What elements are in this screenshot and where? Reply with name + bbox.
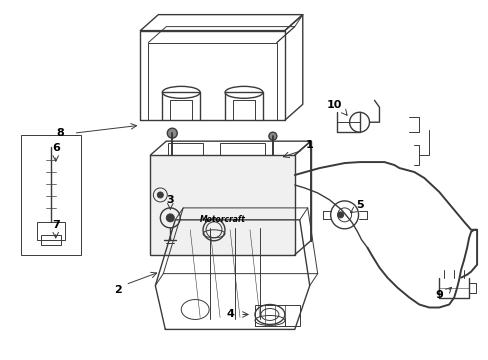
Bar	[254, 305, 299, 327]
Bar	[220, 143, 264, 155]
Text: 10: 10	[326, 100, 342, 110]
Text: 5: 5	[355, 200, 363, 210]
Text: 7: 7	[52, 220, 60, 230]
Bar	[37, 222, 64, 240]
Circle shape	[268, 132, 276, 140]
Circle shape	[157, 192, 163, 198]
Bar	[21, 135, 81, 255]
Text: 8: 8	[57, 128, 64, 138]
Text: Motorcraft: Motorcraft	[199, 215, 245, 224]
Circle shape	[166, 214, 174, 222]
Text: 9: 9	[434, 289, 442, 300]
Bar	[168, 143, 203, 155]
Circle shape	[337, 212, 343, 218]
Text: 6: 6	[52, 143, 60, 153]
Bar	[150, 155, 294, 255]
Text: 3: 3	[166, 195, 174, 205]
Bar	[41, 235, 61, 245]
Text: 4: 4	[225, 310, 234, 319]
Circle shape	[167, 128, 177, 138]
Text: 1: 1	[305, 140, 313, 150]
Text: 2: 2	[114, 284, 122, 294]
